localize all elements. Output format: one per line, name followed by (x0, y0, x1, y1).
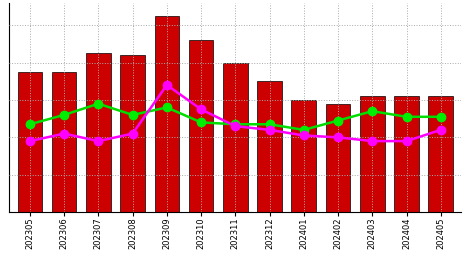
Bar (18, 72, 42, 212)
Bar (292, 100, 316, 212)
Bar (257, 81, 282, 212)
Bar (120, 55, 145, 212)
Bar (326, 104, 350, 212)
Bar (155, 16, 179, 212)
Bar (394, 96, 419, 212)
Bar (189, 40, 213, 212)
Bar (52, 72, 76, 212)
Bar (428, 96, 453, 212)
Bar (86, 53, 111, 212)
Bar (360, 96, 384, 212)
Bar (223, 63, 247, 212)
